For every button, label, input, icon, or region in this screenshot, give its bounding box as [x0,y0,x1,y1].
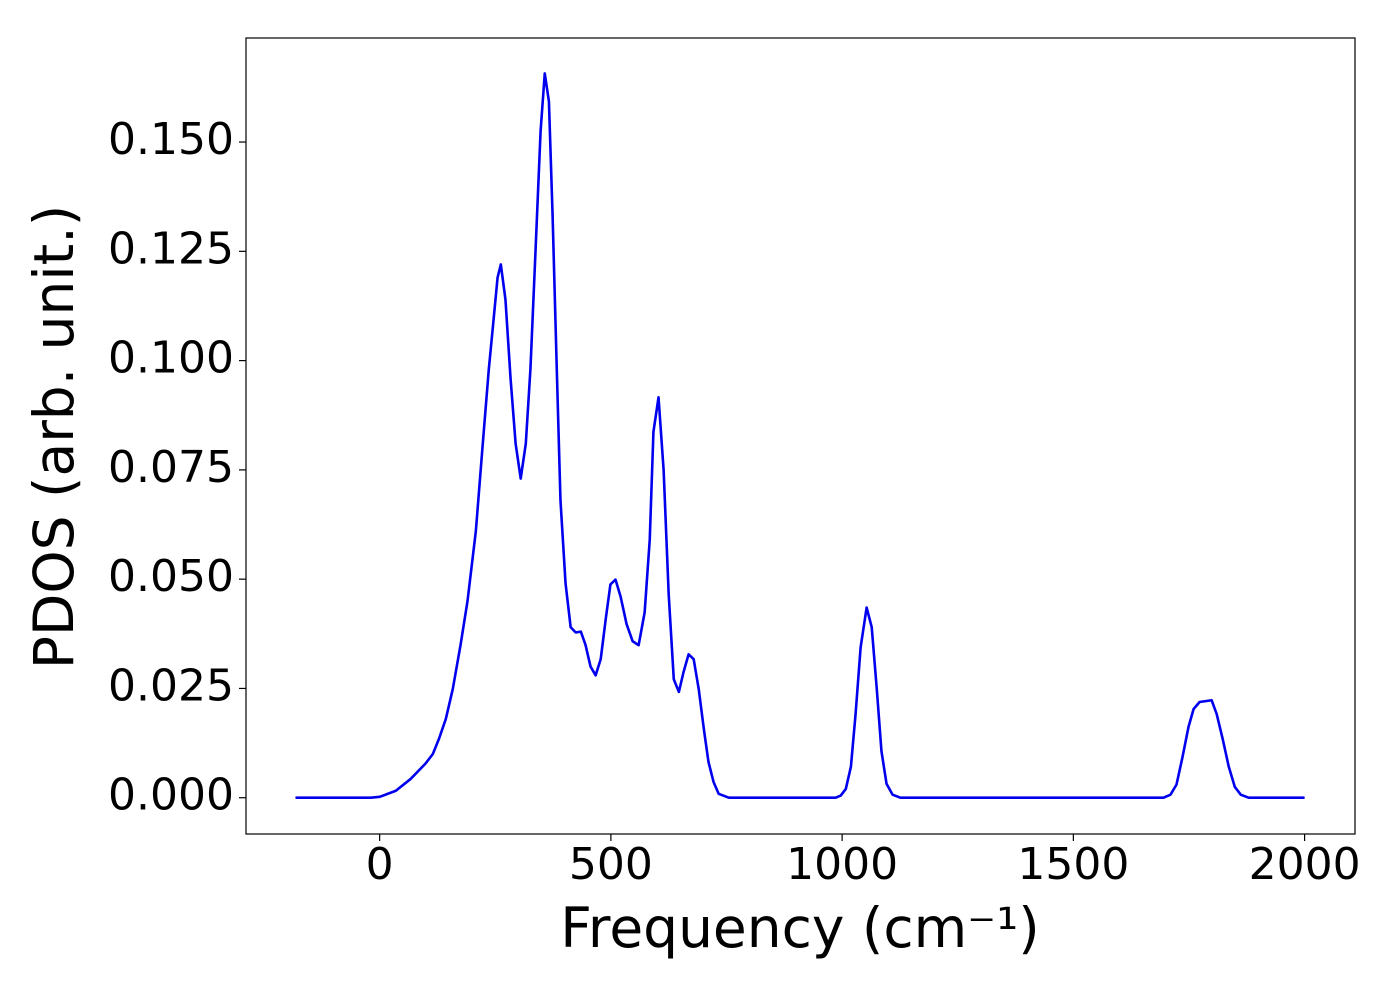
data-line [295,72,1305,800]
x-tick-label: 0 [366,839,394,890]
y-tick-label: 0.050 [108,551,234,602]
x-tick-label: 2000 [1249,839,1361,890]
x-tick-label: 1500 [1017,839,1129,890]
x-tick-label: 500 [569,839,653,890]
y-tick-label: 0.075 [108,442,234,493]
y-tick-label: 0.000 [108,770,234,821]
x-tick-label: 1000 [786,839,898,890]
y-tick-label: 0.025 [108,660,234,711]
y-tick-label: 0.100 [108,333,234,384]
y-axis-label: PDOS (arb. unit.) [22,205,86,669]
plot-frame [245,37,1356,835]
y-tick-label: 0.125 [108,223,234,274]
x-axis-label: Frequency (cm⁻¹) [560,896,1039,960]
y-tick-label: 0.150 [108,114,234,165]
